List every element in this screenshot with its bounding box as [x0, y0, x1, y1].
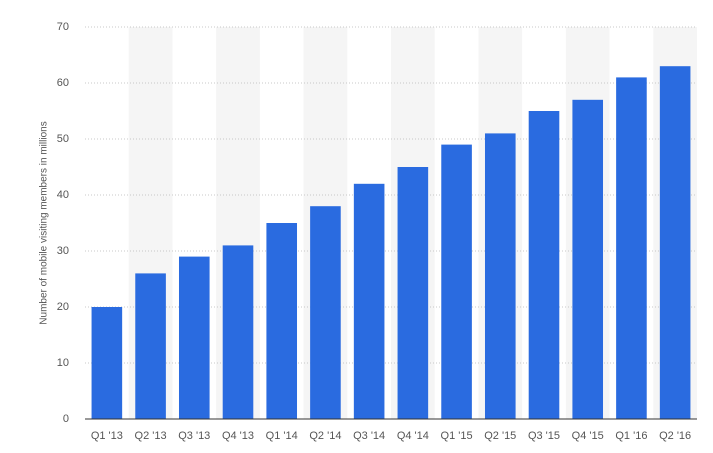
x-tick-label: Q3 '13	[178, 430, 210, 442]
x-tick-label: Q4 '13	[222, 430, 254, 442]
bar	[353, 183, 385, 419]
y-tick-label: 10	[57, 357, 69, 369]
y-tick-label: 60	[57, 77, 69, 89]
bar	[222, 245, 254, 419]
x-tick-label: Q4 '14	[397, 430, 429, 442]
y-tick-label: 70	[57, 21, 69, 33]
y-tick-label: 20	[57, 301, 69, 313]
bar	[91, 307, 123, 419]
x-tick-label: Q1 '13	[91, 430, 123, 442]
x-tick-label: Q3 '14	[353, 430, 385, 442]
y-tick-label: 50	[57, 133, 69, 145]
bar	[178, 256, 210, 419]
y-tick-label: 0	[63, 413, 69, 425]
bar	[572, 99, 604, 420]
x-tick-label: Q1 '16	[615, 430, 647, 442]
bar	[397, 167, 429, 419]
x-tick-label: Q2 '15	[484, 430, 516, 442]
bar	[659, 66, 691, 419]
x-tick-label: Q3 '15	[528, 430, 560, 442]
bar	[266, 223, 298, 419]
x-tick-label: Q2 '13	[135, 430, 167, 442]
bar	[528, 111, 560, 419]
bar	[616, 77, 647, 420]
x-tick-label: Q4 '15	[572, 430, 604, 442]
bar	[484, 133, 516, 419]
y-tick-label: 30	[57, 245, 69, 257]
bar	[135, 273, 166, 419]
x-tick-label: Q1 '15	[441, 430, 473, 442]
bar	[310, 206, 341, 419]
y-tick-label: 40	[57, 189, 69, 201]
y-axis-label: Number of mobile visiting members in mil…	[39, 121, 50, 324]
bar	[441, 144, 472, 419]
x-tick-label: Q1 '14	[266, 430, 298, 442]
x-tick-label: Q2 '14	[309, 430, 341, 442]
x-tick-label: Q2 '16	[659, 430, 691, 442]
